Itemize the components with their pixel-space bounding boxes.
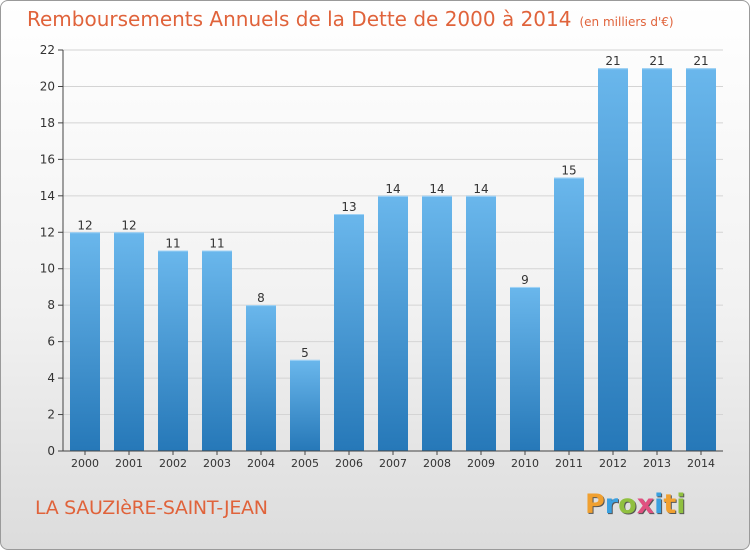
bar bbox=[642, 68, 672, 452]
data-label: 12 bbox=[77, 218, 92, 232]
y-tick-label: 22 bbox=[40, 43, 55, 57]
x-tick-label: 2013 bbox=[643, 457, 671, 470]
x-tick-label: 2004 bbox=[247, 457, 275, 470]
axes: 0 2 4 6 8 10 12 14 16 18 20 22 2000 2001 2002 2003 2004 2… bbox=[40, 43, 723, 470]
bar bbox=[378, 195, 408, 451]
bar bbox=[686, 68, 716, 452]
logo-letter: x bbox=[636, 489, 655, 520]
x-tick-label: 2009 bbox=[467, 457, 495, 470]
logo-letter: i bbox=[676, 489, 686, 520]
y-tick-label: 4 bbox=[47, 371, 55, 385]
y-tick-label: 0 bbox=[47, 444, 55, 458]
x-tick-label: 2011 bbox=[555, 457, 583, 470]
data-label: 21 bbox=[605, 54, 620, 68]
x-tick-label: 2014 bbox=[687, 457, 715, 470]
x-tick-label: 2008 bbox=[423, 457, 451, 470]
chart-title-text: Remboursements Annuels de la Dette de 20… bbox=[27, 7, 572, 31]
data-label: 13 bbox=[341, 200, 356, 214]
bar bbox=[554, 177, 584, 451]
bar bbox=[158, 250, 188, 451]
logo-letter: o bbox=[618, 489, 637, 520]
data-label: 5 bbox=[301, 346, 309, 360]
data-label: 12 bbox=[121, 218, 136, 232]
x-tick-label: 2006 bbox=[335, 457, 363, 470]
data-label: 9 bbox=[521, 273, 529, 287]
logo-letter: t bbox=[663, 489, 677, 520]
data-label: 21 bbox=[693, 54, 708, 68]
data-label: 14 bbox=[385, 182, 400, 196]
bar bbox=[598, 68, 628, 452]
y-tick-label: 2 bbox=[47, 408, 55, 422]
bars bbox=[70, 68, 716, 452]
y-tick-label: 6 bbox=[47, 335, 55, 349]
commune-name: LA SAUZIèRE-SAINT-JEAN bbox=[35, 497, 268, 519]
data-label: 8 bbox=[257, 291, 265, 305]
x-tick-label: 2007 bbox=[379, 457, 407, 470]
logo-letter: i bbox=[654, 489, 664, 520]
data-label: 21 bbox=[649, 54, 664, 68]
logo-letter: r bbox=[604, 489, 619, 520]
bar bbox=[246, 305, 276, 451]
proxiti-logo[interactable]: Proxiti bbox=[585, 489, 686, 520]
y-tick-label: 18 bbox=[40, 116, 55, 130]
x-tick-label: 2003 bbox=[203, 457, 231, 470]
bar bbox=[70, 232, 100, 451]
data-label: 14 bbox=[429, 182, 444, 196]
y-tick-label: 16 bbox=[40, 152, 55, 166]
x-tick-label: 2005 bbox=[291, 457, 319, 470]
data-label: 14 bbox=[473, 182, 488, 196]
bar bbox=[510, 286, 540, 451]
data-label: 11 bbox=[165, 237, 180, 251]
data-label: 11 bbox=[209, 237, 224, 251]
labels: 12 12 11 11 8 5 13 14 14 14 9 15 21 21 21 bbox=[77, 54, 708, 360]
bar bbox=[466, 195, 496, 451]
bar bbox=[114, 232, 144, 451]
y-tick-label: 10 bbox=[40, 262, 55, 276]
x-tick-label: 2000 bbox=[71, 457, 99, 470]
y-tick-label: 12 bbox=[40, 225, 55, 239]
data-label: 15 bbox=[561, 164, 576, 178]
bar bbox=[202, 250, 232, 451]
y-tick-label: 20 bbox=[40, 79, 55, 93]
y-tick-label: 14 bbox=[40, 189, 55, 203]
x-tick-label: 2010 bbox=[511, 457, 539, 470]
x-tick-label: 2001 bbox=[115, 457, 143, 470]
bar bbox=[422, 195, 452, 451]
x-tick-label: 2002 bbox=[159, 457, 187, 470]
bar bbox=[334, 214, 364, 451]
logo-letter: P bbox=[585, 489, 605, 520]
y-tick-label: 8 bbox=[47, 298, 55, 312]
chart-title: Remboursements Annuels de la Dette de 20… bbox=[27, 7, 674, 31]
chart-subtitle: (en milliers d'€) bbox=[579, 15, 674, 29]
x-tick-label: 2012 bbox=[599, 457, 627, 470]
bar bbox=[290, 359, 320, 451]
